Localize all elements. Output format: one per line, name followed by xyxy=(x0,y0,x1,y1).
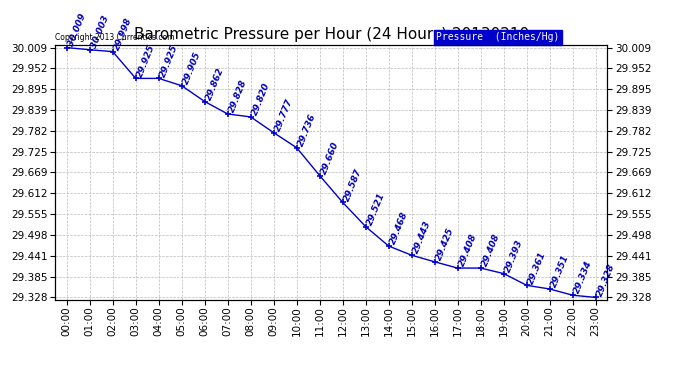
Text: 29.998: 29.998 xyxy=(112,16,134,52)
Text: 30.009: 30.009 xyxy=(67,12,88,48)
Text: 29.862: 29.862 xyxy=(205,66,226,102)
Text: 29.351: 29.351 xyxy=(550,254,571,289)
Text: 29.361: 29.361 xyxy=(526,250,548,285)
Text: 30.003: 30.003 xyxy=(90,14,111,50)
Text: 29.425: 29.425 xyxy=(435,226,456,262)
Text: 29.925: 29.925 xyxy=(159,43,180,78)
Text: Pressure  (Inches/Hg): Pressure (Inches/Hg) xyxy=(436,33,560,42)
Text: 29.443: 29.443 xyxy=(412,220,433,255)
Text: 29.393: 29.393 xyxy=(504,238,525,274)
Title: Barometric Pressure per Hour (24 Hours) 20130210: Barometric Pressure per Hour (24 Hours) … xyxy=(134,27,529,42)
Text: 29.468: 29.468 xyxy=(388,211,410,246)
Text: 29.820: 29.820 xyxy=(250,81,272,117)
Text: 29.408: 29.408 xyxy=(481,232,502,268)
Text: 29.925: 29.925 xyxy=(136,43,157,78)
Text: 29.328: 29.328 xyxy=(595,262,617,297)
Text: 29.777: 29.777 xyxy=(274,97,295,133)
Text: Copyright 2013 Currentics.com: Copyright 2013 Currentics.com xyxy=(55,33,175,42)
Text: 29.660: 29.660 xyxy=(319,140,341,176)
Text: 29.521: 29.521 xyxy=(366,191,387,226)
Text: 29.334: 29.334 xyxy=(573,260,594,295)
Text: 29.828: 29.828 xyxy=(228,78,249,114)
Text: 29.408: 29.408 xyxy=(457,232,479,268)
Text: 29.587: 29.587 xyxy=(343,167,364,202)
Text: 29.736: 29.736 xyxy=(297,112,318,148)
Text: 29.905: 29.905 xyxy=(181,50,203,86)
